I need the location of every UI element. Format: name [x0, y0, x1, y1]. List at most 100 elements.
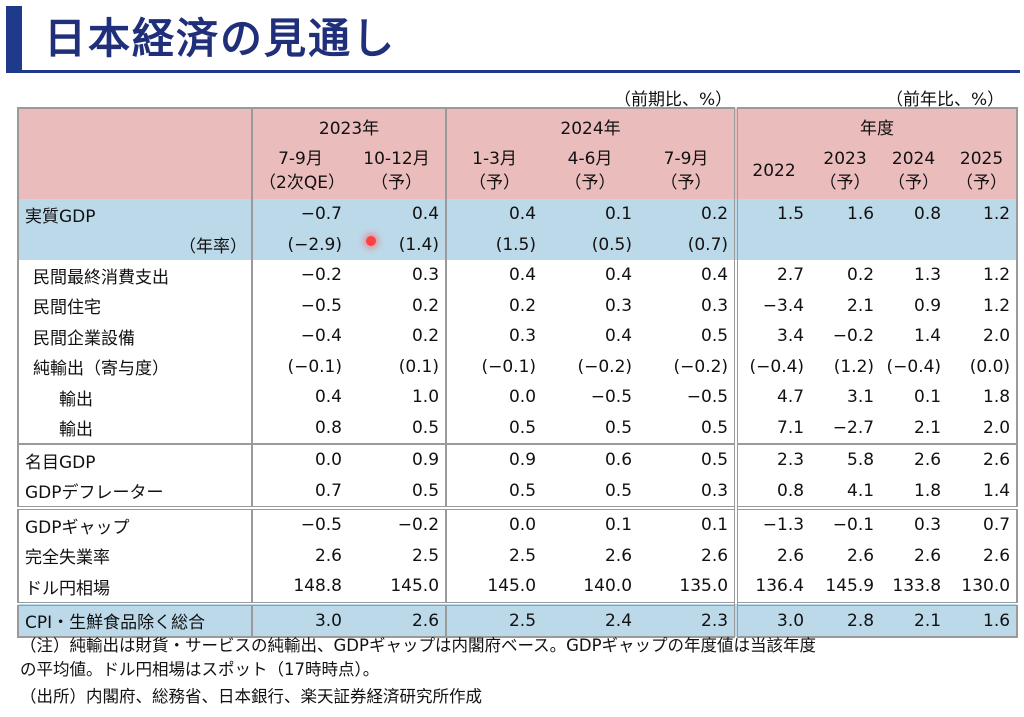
value-cell: 0.4: [604, 265, 633, 286]
unit-label-quarter: （前期比、%）: [614, 90, 733, 110]
header-col-note: （予）: [956, 173, 1008, 193]
row-label: 民間企業設備: [33, 328, 135, 349]
value-cell: (0.1): [398, 356, 440, 377]
table-row: GDPギャップ −0.5 −0.2 0.0 0.1 0.1 −1.3 −0.1 0.3 0.7: [18, 506, 1018, 541]
value-cell: 0.0: [251, 443, 348, 476]
value-cell: 1.2: [947, 199, 1018, 230]
value-cell: 0.5: [701, 417, 729, 438]
table-row: 実質GDP −0.7 0.4 0.4 0.1 0.2 1.5 1.6 0.8 1.2: [18, 199, 1018, 230]
header-col-5: 2022: [734, 143, 811, 199]
value-cell: −2.7: [832, 417, 875, 438]
table-row: 輸出 0.8 0.5 0.5 0.5 0.5 7.1 −2.7 2.1 2.0: [18, 412, 1017, 444]
value-cell: 2.6: [983, 545, 1011, 566]
value-cell: 0.1: [542, 199, 639, 230]
value-cell: 2.6: [914, 545, 942, 566]
value-cell: (−0.4): [886, 356, 942, 377]
value-cell: 3.0: [734, 601, 811, 637]
value-cell: 2.6: [348, 601, 447, 637]
value-cell: (1.2): [833, 356, 875, 377]
value-cell: 2.6: [251, 540, 348, 571]
header-col-note: （予）: [888, 173, 940, 193]
value-cell: 2.6: [701, 545, 729, 566]
value-cell: 2.4: [542, 601, 639, 637]
value-cell: 0.9: [914, 295, 942, 316]
value-cell: −0.5: [251, 506, 348, 541]
value-cell: 2.5: [445, 540, 543, 571]
note-line-2: の平均値。ドル円相場はスポット（17時時点）。: [20, 660, 380, 679]
header-col-3: 4-6月 （予）: [542, 143, 639, 199]
value-cell: 0.4: [701, 265, 729, 286]
value-cell: 145.9: [825, 576, 875, 597]
value-cell: 2.7: [734, 260, 811, 291]
value-cell: 1.2: [983, 295, 1011, 316]
value-cell: −0.2: [251, 260, 348, 291]
source-note: （出所）内閣府、総務省、日本銀行、楽天証券経済研究所作成: [20, 687, 482, 706]
value-cell: 0.3: [411, 265, 440, 286]
value-cell: 0.7: [947, 506, 1018, 541]
value-cell: 0.5: [445, 475, 543, 508]
row-label: ドル円相場: [25, 578, 110, 599]
value-cell: 2.6: [847, 545, 875, 566]
value-cell: (−0.1): [251, 351, 348, 382]
value-cell: 0.1: [638, 506, 737, 541]
header-col-note: （予）: [660, 173, 712, 193]
value-cell: 0.3: [880, 506, 948, 541]
value-cell: 133.8: [892, 576, 942, 597]
row-label: 民間住宅: [33, 298, 101, 319]
table-row: CPI・生鮮食品除く総合 3.0 2.6 2.5 2.4 2.3 3.0 2.8 2.1 1.6: [18, 601, 1018, 637]
value-cell: 0.5: [411, 417, 440, 438]
value-cell: 0.8: [251, 412, 348, 444]
value-cell: 7.1: [734, 412, 811, 444]
value-cell: 0.2: [411, 295, 440, 316]
value-cell: 0.5: [701, 326, 729, 347]
value-cell: 0.6: [542, 443, 639, 476]
table-row: （年率） (−2.9) (1.4) (1.5) (0.5) (0.7): [18, 229, 1018, 260]
value-cell: −0.5: [590, 387, 633, 408]
value-cell: (−0.1): [445, 351, 543, 382]
title-bar: 日本経済の見通し: [0, 0, 1024, 78]
value-cell: 0.5: [411, 480, 440, 501]
value-cell: (−0.4): [734, 351, 811, 382]
value-cell: −0.2: [832, 326, 875, 347]
value-cell: (0.7): [638, 229, 737, 260]
header-col-period: 10-12月: [363, 149, 430, 169]
value-cell: 1.2: [983, 265, 1011, 286]
table-row: 民間住宅 −0.5 0.2 0.2 0.3 0.3 −3.4 2.1 0.9 1.2: [18, 290, 1017, 321]
table-row: 純輸出（寄与度） (−0.1) (0.1) (−0.1) (−0.2) (−0.2) (−0…: [18, 351, 1017, 382]
value-cell: 1.0: [411, 387, 440, 408]
value-cell: 0.9: [348, 443, 447, 476]
value-cell: 1.5: [734, 199, 811, 230]
header-col-period: 7-9月: [278, 149, 323, 169]
value-cell: 0.4: [445, 260, 543, 291]
header-col-0: 7-9月 （2次QE）: [251, 143, 348, 199]
value-cell: −0.4: [251, 321, 348, 352]
table-row: ドル円相場 148.8 145.0 145.0 140.0 135.0 136.4 145.9…: [18, 571, 1017, 604]
value-cell: 130.0: [961, 576, 1011, 597]
header-col-1: 10-12月 （予）: [348, 143, 447, 199]
value-cell: 3.4: [734, 321, 811, 352]
header-col-note: （2次QE）: [259, 173, 345, 193]
value-cell: 0.9: [445, 443, 543, 476]
value-cell: 0.3: [445, 321, 543, 352]
value-cell: 0.5: [604, 417, 633, 438]
value-cell: 0.4: [604, 326, 633, 347]
page-title: 日本経済の見通し: [44, 14, 397, 63]
value-cell: [880, 229, 948, 260]
row-label: GDPデフレーター: [25, 483, 164, 504]
table-row: 民間企業設備 −0.4 0.2 0.3 0.4 0.5 3.4 −0.2 1.4 2.0: [18, 321, 1017, 352]
value-cell: −3.4: [734, 290, 811, 321]
value-cell: 148.8: [251, 571, 348, 604]
title-accent-bar: [6, 6, 22, 72]
value-cell: (1.5): [445, 229, 543, 260]
row-label: 完全失業率: [25, 548, 110, 569]
header-col-8: 2025 （予）: [947, 143, 1018, 199]
header-col-4: 7-9月 （予）: [638, 143, 737, 199]
value-cell: 0.2: [847, 265, 875, 286]
value-cell: (0.0): [969, 356, 1011, 377]
value-cell: 2.6: [947, 443, 1018, 476]
value-cell: 140.0: [583, 576, 633, 597]
value-cell: (−0.2): [577, 356, 633, 377]
value-cell: 1.6: [810, 199, 881, 230]
header-col-period: 2022: [752, 161, 796, 181]
header-col-note: （予）: [819, 173, 871, 193]
